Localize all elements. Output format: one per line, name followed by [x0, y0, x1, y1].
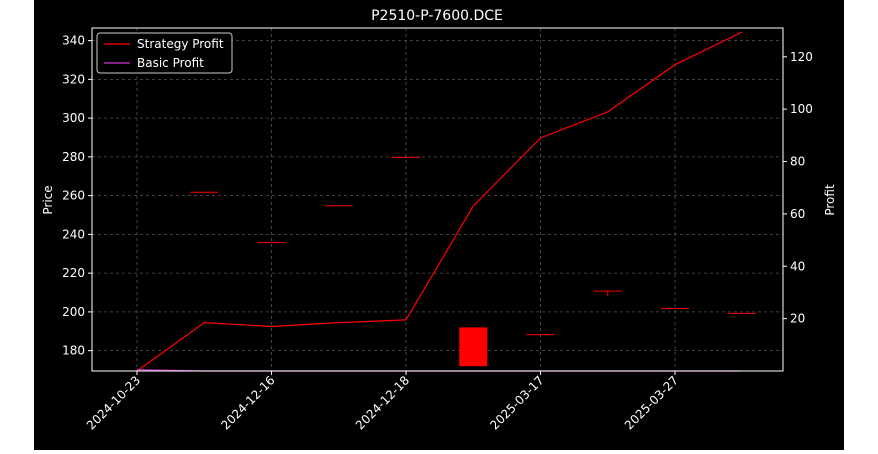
right-tick-label: 20 [790, 312, 805, 326]
left-tick-label: 200 [62, 305, 85, 319]
x-tick-label: 2024-12-18 [353, 373, 412, 432]
legend: Strategy Profit Basic Profit [96, 32, 233, 74]
candle-body [661, 308, 689, 310]
right-axis-ticks: 20 40 60 80 100 120 [783, 50, 813, 326]
left-tick-label: 280 [62, 150, 85, 164]
chart-figure: P2510-P-7600.DCE 180 200 220 240 260 280 300 32… [34, 0, 844, 450]
x-axis-ticks: 2024-10-23 2024-12-16 2024-12-18 2025-03-17… [84, 371, 681, 432]
left-tick-label: 340 [62, 34, 85, 48]
left-tick-label: 300 [62, 111, 85, 125]
candle-body [257, 242, 286, 244]
left-tick-label: 320 [62, 72, 85, 86]
x-tick-label: 2024-10-23 [84, 373, 143, 432]
candle-body [728, 312, 757, 314]
right-tick-label: 120 [790, 50, 813, 64]
legend-box [96, 32, 233, 74]
candle-body [324, 205, 353, 207]
x-tick-label: 2025-03-27 [622, 373, 681, 432]
right-tick-label: 100 [790, 102, 813, 116]
y-axis-label-left: Price [41, 185, 55, 214]
plot-frame [91, 27, 784, 372]
grid [92, 28, 783, 371]
right-tick-label: 40 [790, 259, 805, 273]
x-tick-label: 2024-12-16 [218, 373, 277, 432]
left-tick-label: 220 [62, 266, 85, 280]
candle-body [459, 327, 488, 367]
x-tick-label: 2025-03-17 [487, 373, 546, 432]
candle-body [593, 290, 622, 292]
candle-body [526, 334, 555, 336]
y-axis-label-right: Profit [823, 184, 837, 216]
left-tick-label: 260 [62, 189, 85, 203]
right-tick-label: 80 [790, 155, 805, 169]
left-tick-label: 180 [62, 344, 85, 358]
left-axis-ticks: 180 200 220 240 260 280 300 320 340 [62, 34, 92, 358]
series-line [136, 31, 743, 372]
right-tick-label: 60 [790, 207, 805, 221]
candles [190, 156, 757, 367]
profit-lines [136, 31, 743, 372]
candle-body [190, 191, 219, 193]
chart-svg: P2510-P-7600.DCE 180 200 220 240 260 280 300 32… [41, 8, 837, 432]
candle-body [392, 156, 420, 158]
left-tick-label: 240 [62, 227, 85, 241]
chart-title: P2510-P-7600.DCE [371, 8, 503, 24]
legend-label-basic-profit: Basic Profit [137, 56, 204, 70]
legend-label-strategy-profit: Strategy Profit [137, 37, 224, 51]
